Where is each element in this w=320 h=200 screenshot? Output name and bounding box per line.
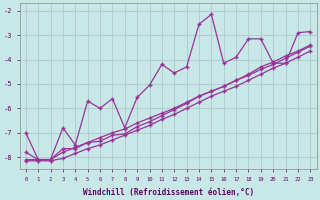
- X-axis label: Windchill (Refroidissement éolien,°C): Windchill (Refroidissement éolien,°C): [83, 188, 254, 197]
